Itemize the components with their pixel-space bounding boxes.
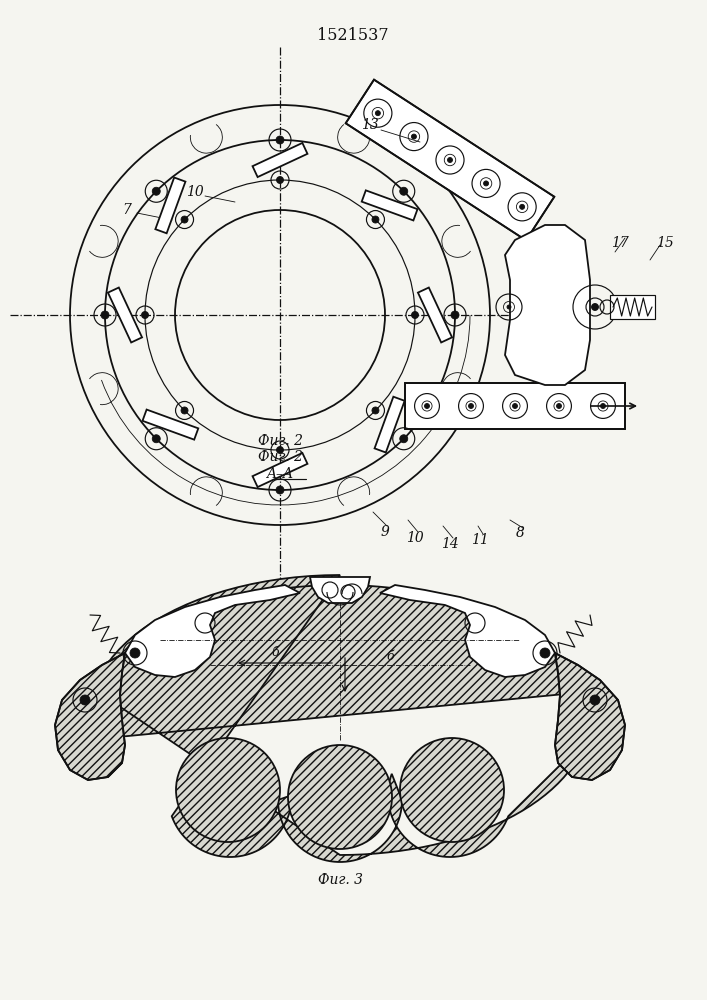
Circle shape [469, 403, 474, 408]
Polygon shape [555, 653, 625, 780]
Text: A–A: A–A [267, 467, 293, 481]
Text: 13: 13 [361, 118, 379, 132]
Circle shape [592, 304, 599, 310]
Circle shape [399, 187, 408, 195]
Circle shape [540, 648, 550, 658]
Polygon shape [55, 653, 125, 780]
Circle shape [600, 403, 605, 408]
Text: 7: 7 [122, 203, 132, 217]
Polygon shape [252, 453, 308, 487]
Circle shape [484, 181, 489, 186]
Polygon shape [505, 225, 590, 385]
Circle shape [181, 407, 188, 414]
Circle shape [101, 311, 109, 319]
Circle shape [141, 312, 148, 318]
Circle shape [399, 435, 408, 443]
Polygon shape [405, 383, 625, 429]
Circle shape [375, 111, 380, 116]
Text: б: б [386, 650, 394, 664]
Text: 17: 17 [611, 236, 629, 250]
Polygon shape [346, 80, 554, 240]
Circle shape [181, 216, 188, 223]
Polygon shape [310, 577, 370, 603]
Polygon shape [90, 575, 586, 862]
Polygon shape [375, 397, 404, 452]
Text: Фиг. 2: Фиг. 2 [257, 450, 303, 464]
Circle shape [507, 305, 511, 309]
Circle shape [520, 204, 525, 209]
Polygon shape [380, 585, 555, 677]
Text: 9: 9 [380, 525, 390, 539]
Circle shape [276, 446, 284, 454]
Circle shape [288, 745, 392, 849]
Text: 8: 8 [515, 526, 525, 540]
Circle shape [411, 134, 416, 139]
Text: 14: 14 [441, 537, 459, 551]
Text: 15: 15 [656, 236, 674, 250]
Circle shape [451, 311, 459, 319]
Polygon shape [362, 190, 418, 220]
Polygon shape [610, 295, 655, 319]
Text: 10: 10 [186, 185, 204, 199]
Polygon shape [125, 585, 300, 677]
Circle shape [400, 738, 504, 842]
Circle shape [424, 403, 429, 408]
Circle shape [590, 695, 600, 705]
Text: б: б [271, 647, 279, 660]
Circle shape [130, 648, 140, 658]
Circle shape [556, 403, 561, 408]
Text: 1521537: 1521537 [317, 26, 389, 43]
Circle shape [513, 403, 518, 408]
Circle shape [400, 738, 504, 842]
Circle shape [152, 187, 160, 195]
Circle shape [176, 738, 280, 842]
Polygon shape [108, 288, 142, 342]
Circle shape [288, 745, 392, 849]
Circle shape [80, 695, 90, 705]
Polygon shape [252, 143, 308, 177]
Polygon shape [156, 178, 185, 233]
Text: 10: 10 [406, 531, 424, 545]
Circle shape [276, 176, 284, 184]
Polygon shape [143, 410, 198, 440]
Circle shape [448, 157, 452, 162]
Circle shape [276, 486, 284, 494]
Text: Фиг. 3: Фиг. 3 [317, 873, 363, 887]
Circle shape [152, 435, 160, 443]
Polygon shape [418, 288, 452, 342]
Circle shape [372, 407, 379, 414]
Circle shape [372, 216, 379, 223]
Circle shape [276, 136, 284, 144]
Text: Фиг. 2: Фиг. 2 [257, 434, 303, 448]
Circle shape [176, 738, 280, 842]
Text: 11: 11 [471, 533, 489, 547]
Circle shape [411, 312, 419, 318]
